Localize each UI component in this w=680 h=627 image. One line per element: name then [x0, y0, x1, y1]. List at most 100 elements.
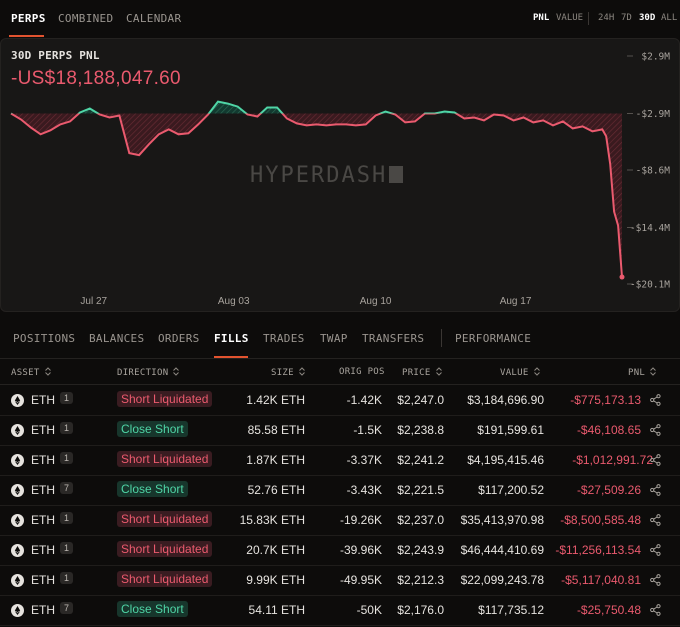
price-cell: $2,212.3	[397, 573, 444, 587]
orig-pos-cell: -49.95K	[339, 573, 382, 587]
orig-pos-cell: -19.26K	[339, 513, 382, 527]
tab-orders[interactable]: ORDERS	[158, 332, 200, 345]
share-icon[interactable]	[650, 574, 661, 586]
asset-name[interactable]: ETH	[31, 483, 55, 497]
watermark-block	[389, 166, 404, 183]
value-cell: $117,735.12	[478, 603, 544, 617]
pnl-line-positive	[11, 100, 494, 114]
share-icon[interactable]	[650, 484, 661, 496]
asset-name[interactable]: ETH	[31, 453, 55, 467]
table-row[interactable]: ETH 1 Short Liquidated 1.87K ETH -3.37K …	[0, 445, 680, 476]
tab-performance[interactable]: PERFORMANCE	[455, 332, 532, 345]
leverage-badge: 1	[60, 542, 74, 554]
active-bottom-tab-indicator	[214, 356, 248, 358]
table-row[interactable]: ETH 7 Close Short 52.76 ETH -3.43K $2,22…	[0, 475, 680, 506]
table-row[interactable]: ETH 1 Close Short 85.58 ETH -1.5K $2,238…	[0, 415, 680, 446]
direction-badge: Short Liquidated	[117, 571, 213, 587]
size-cell: 52.76 ETH	[247, 483, 305, 497]
tab-fills[interactable]: FILLS	[214, 332, 249, 345]
orig-pos-cell: -50K	[356, 603, 382, 617]
eth-icon	[11, 484, 24, 497]
pnl-area-negative	[11, 113, 622, 278]
direction-badge: Close Short	[117, 481, 188, 497]
eth-icon	[11, 574, 24, 587]
tab-calendar[interactable]: CALENDAR	[126, 12, 182, 25]
value-cell: $191,599.61	[477, 423, 544, 437]
price-cell: $2,176.0	[397, 603, 444, 617]
tab-trades[interactable]: TRADES	[263, 332, 305, 345]
value-cell: $3,184,696.90	[467, 393, 544, 407]
header-orig-pos[interactable]: ORIG POS	[339, 367, 385, 377]
pnl-cell: -$8,500,585.48	[560, 513, 641, 527]
table-row[interactable]: ETH 1 Short Liquidated 20.7K ETH -39.96K…	[0, 535, 680, 566]
range-30d[interactable]: 30D	[639, 13, 656, 23]
size-cell: 54.11 ETH	[248, 603, 305, 617]
asset-name[interactable]: ETH	[31, 393, 55, 407]
x-tick-label: Aug 10	[360, 296, 392, 307]
header-size-label: SIZE	[271, 368, 294, 378]
direction-badge: Short Liquidated	[117, 391, 213, 407]
header-direction[interactable]: DIRECTION	[117, 367, 180, 378]
header-direction-label: DIRECTION	[117, 368, 169, 378]
table-row[interactable]: ETH 7 Close Short 54.11 ETH -50K $2,176.…	[0, 595, 680, 626]
pnl-cell: -$1,012,991.72	[572, 453, 653, 467]
orig-pos-cell: -3.43K	[346, 483, 382, 497]
orig-pos-cell: -1.42K	[346, 393, 382, 407]
y-tick-label: -$2.9M	[636, 109, 671, 120]
range-all[interactable]: ALL	[661, 13, 678, 23]
asset-name[interactable]: ETH	[31, 573, 55, 587]
asset-name[interactable]: ETH	[31, 513, 55, 527]
pnl-chart-panel	[0, 38, 680, 312]
header-asset[interactable]: ASSET	[11, 367, 51, 378]
orig-pos-cell: -3.37K	[346, 453, 382, 467]
header-pnl-label: PNL	[628, 368, 646, 378]
pnl-cell: -$11,256,113.54	[555, 543, 641, 557]
sort-icon	[533, 367, 540, 376]
size-cell: 9.99K ETH	[246, 573, 305, 587]
value-cell: $4,195,415.46	[467, 453, 544, 467]
table-row[interactable]: ETH 1 Short Liquidated 15.83K ETH -19.26…	[0, 505, 680, 536]
header-price[interactable]: PRICE	[402, 367, 442, 378]
pnl-endpoint	[619, 274, 625, 280]
active-tab-indicator	[9, 35, 44, 37]
share-icon[interactable]	[650, 544, 661, 556]
tab-combined[interactable]: COMBINED	[58, 12, 114, 25]
toggle-pnl[interactable]: PNL	[533, 13, 550, 23]
share-icon[interactable]	[650, 394, 661, 406]
toggle-value[interactable]: VALUE	[556, 13, 584, 23]
range-24h[interactable]: 24H	[598, 13, 615, 23]
range-7d[interactable]: 7D	[621, 13, 632, 23]
share-icon[interactable]	[650, 424, 661, 436]
share-icon[interactable]	[650, 454, 661, 466]
table-row[interactable]: ETH 1 Short Liquidated 9.99K ETH -49.95K…	[0, 565, 680, 596]
value-cell: $22,099,243.78	[460, 573, 544, 587]
pnl-line-negative	[10, 113, 623, 278]
chart-title: 30D PERPS PNL	[11, 49, 100, 62]
header-pnl[interactable]: PNL	[628, 367, 657, 378]
header-value[interactable]: VALUE	[500, 367, 540, 378]
asset-name[interactable]: ETH	[31, 543, 55, 557]
asset-name[interactable]: ETH	[31, 603, 55, 617]
size-cell: 20.7K ETH	[246, 543, 305, 557]
tab-balances[interactable]: BALANCES	[89, 332, 145, 345]
pnl-cell: -$25,750.48	[576, 603, 641, 617]
x-tick-label: Aug 03	[218, 296, 250, 307]
tab-twap[interactable]: TWAP	[320, 332, 348, 345]
x-tick-label: Jul 27	[80, 296, 107, 307]
y-tick-label: -$14.4M	[630, 223, 670, 234]
eth-icon	[11, 454, 24, 467]
orig-pos-cell: -1.5K	[353, 423, 382, 437]
share-icon[interactable]	[650, 514, 661, 526]
price-cell: $2,238.8	[397, 423, 444, 437]
y-tick-label: $2.9M	[641, 52, 670, 63]
eth-icon	[11, 544, 24, 557]
header-size[interactable]: SIZE	[271, 367, 305, 378]
header-value-label: VALUE	[500, 368, 529, 378]
share-icon[interactable]	[650, 604, 661, 616]
tab-transfers[interactable]: TRANSFERS	[362, 332, 425, 345]
tab-perps[interactable]: PERPS	[11, 12, 46, 25]
asset-name[interactable]: ETH	[31, 423, 55, 437]
value-cell: $35,413,970.98	[460, 513, 544, 527]
table-row[interactable]: ETH 1 Short Liquidated 1.42K ETH -1.42K …	[0, 385, 680, 416]
tab-positions[interactable]: POSITIONS	[13, 332, 76, 345]
